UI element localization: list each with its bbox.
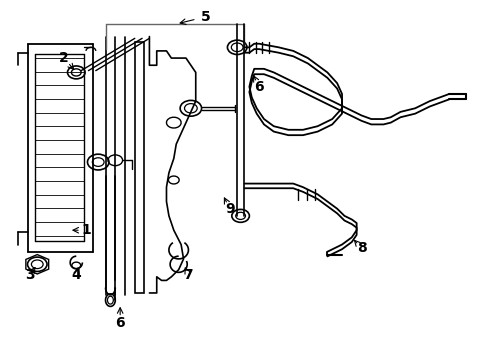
Text: 8: 8 (356, 241, 366, 255)
Text: 3: 3 (25, 268, 35, 282)
Text: 2: 2 (59, 51, 69, 65)
Text: 4: 4 (71, 268, 81, 282)
Text: 5: 5 (200, 10, 210, 24)
Text: 6: 6 (115, 316, 125, 330)
Text: 7: 7 (183, 268, 193, 282)
Text: 6: 6 (254, 80, 264, 94)
Text: 9: 9 (224, 202, 234, 216)
Bar (135, 42, 143, 293)
Text: 1: 1 (81, 223, 91, 237)
